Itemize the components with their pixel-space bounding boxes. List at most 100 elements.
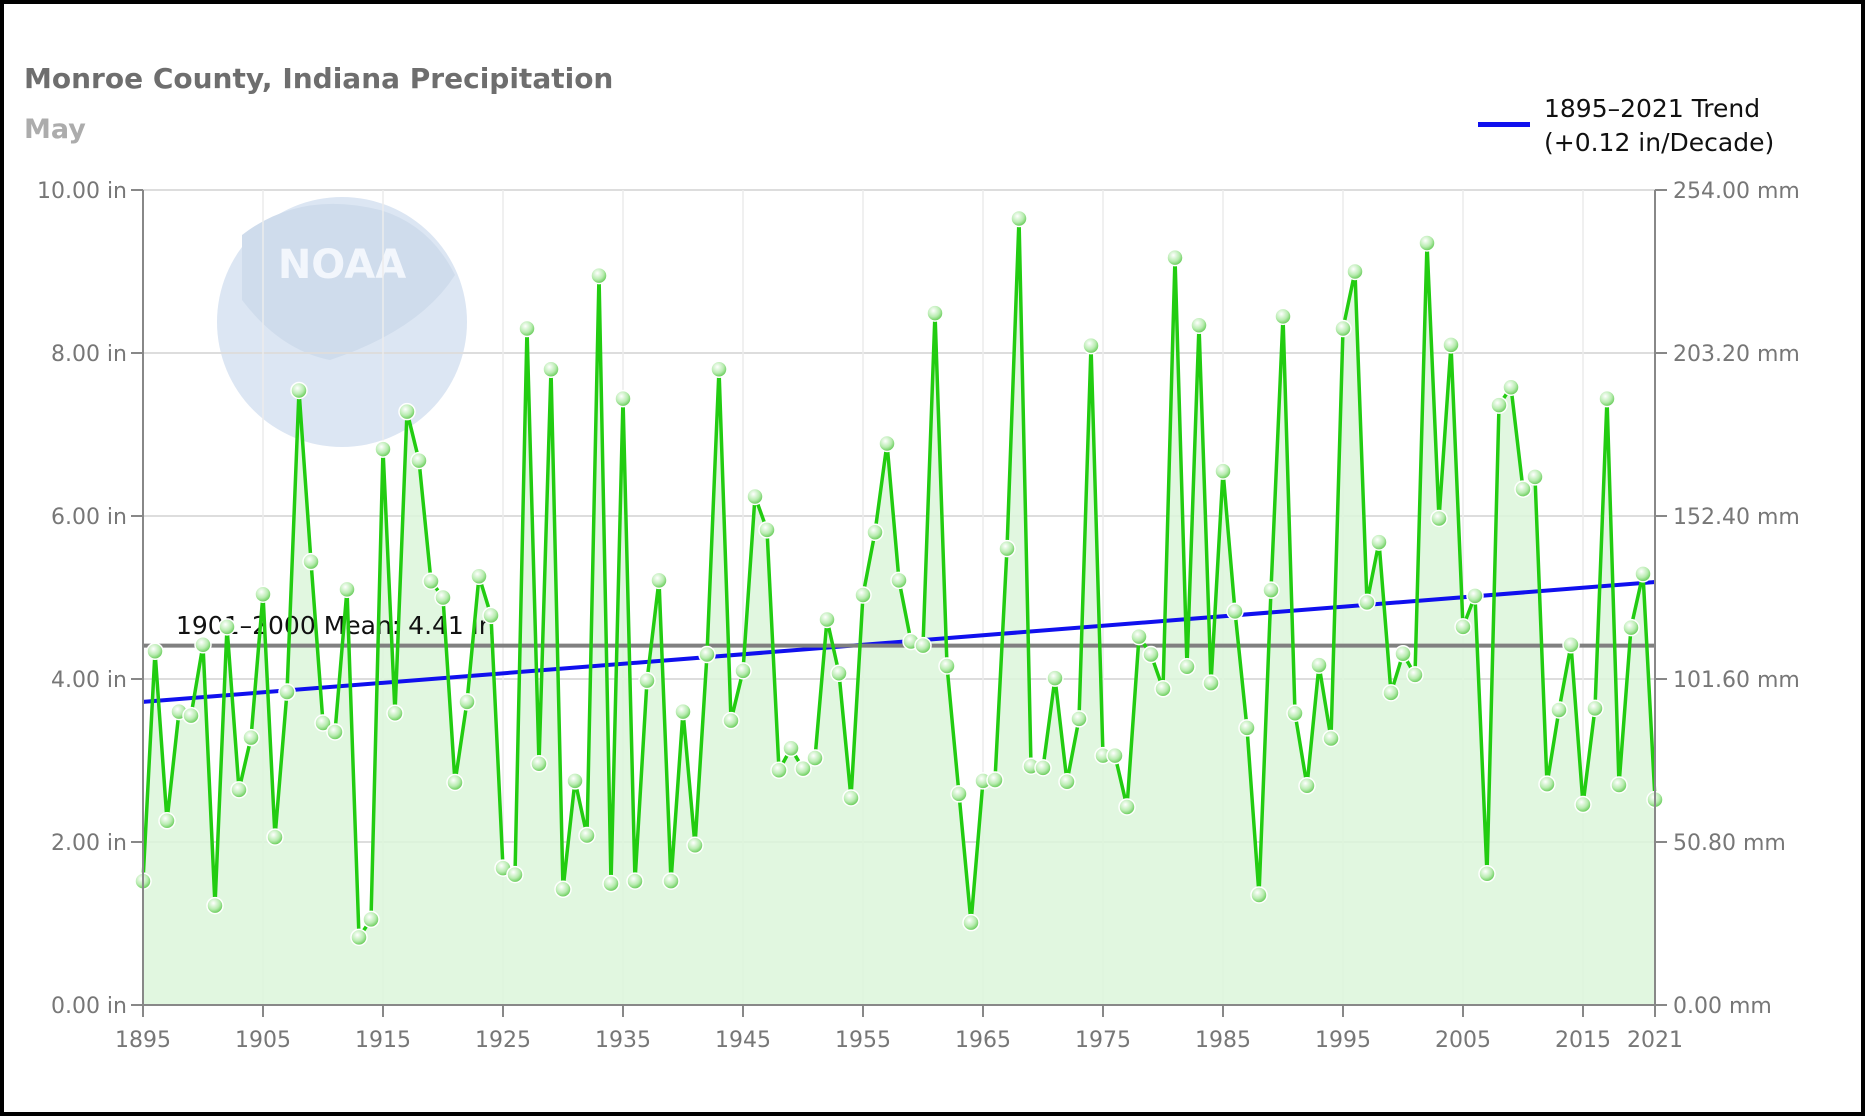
data-point bbox=[206, 896, 224, 915]
x-tick-label: 1925 bbox=[475, 1028, 531, 1053]
data-point bbox=[1274, 307, 1292, 326]
data-point bbox=[1046, 669, 1064, 687]
data-point bbox=[506, 865, 524, 884]
data-point bbox=[1430, 509, 1448, 528]
data-point bbox=[734, 662, 752, 680]
y-tick-label-right: 0.00 mm bbox=[1673, 994, 1772, 1019]
y-tick-label-left: 2.00 in bbox=[51, 831, 127, 856]
data-point bbox=[398, 402, 416, 421]
data-point bbox=[374, 440, 392, 458]
data-point bbox=[218, 618, 236, 636]
data-point bbox=[1346, 262, 1364, 281]
x-tick-label: 1985 bbox=[1195, 1028, 1251, 1053]
y-tick-label-left: 0.00 in bbox=[51, 994, 127, 1019]
data-point bbox=[698, 645, 716, 664]
data-point bbox=[1406, 666, 1424, 684]
data-point bbox=[1574, 795, 1592, 814]
data-point bbox=[338, 580, 356, 599]
x-tick-label: 1945 bbox=[715, 1028, 771, 1053]
data-point bbox=[254, 585, 272, 603]
data-point bbox=[866, 523, 884, 542]
y-tick-label-left: 4.00 in bbox=[51, 668, 127, 693]
data-point bbox=[1238, 719, 1256, 737]
area-fill bbox=[143, 218, 1655, 1005]
data-point bbox=[1154, 680, 1172, 698]
data-point bbox=[314, 714, 332, 732]
data-point bbox=[1310, 656, 1328, 674]
data-point bbox=[650, 571, 668, 590]
data-point bbox=[1190, 316, 1208, 335]
data-point bbox=[410, 451, 428, 470]
data-point bbox=[818, 610, 836, 629]
data-point bbox=[674, 702, 692, 721]
y-tick-label-left: 10.00 in bbox=[37, 179, 127, 204]
y-tick-label-left: 6.00 in bbox=[51, 505, 127, 530]
data-point bbox=[530, 755, 548, 773]
legend-trend-swatch bbox=[1478, 122, 1530, 127]
data-point bbox=[1586, 699, 1604, 718]
data-point bbox=[434, 588, 452, 607]
data-point bbox=[1382, 684, 1400, 702]
y-tick-label-right: 101.60 mm bbox=[1673, 668, 1800, 693]
data-point bbox=[1250, 886, 1268, 904]
data-point bbox=[1214, 462, 1232, 480]
data-point bbox=[1526, 468, 1544, 486]
data-point bbox=[878, 434, 896, 453]
data-point bbox=[722, 711, 740, 730]
x-tick-label: 1975 bbox=[1075, 1028, 1131, 1053]
x-tick-label: 1915 bbox=[355, 1028, 411, 1053]
y-tick-label-right: 50.80 mm bbox=[1673, 831, 1786, 856]
y-tick-label-right: 203.20 mm bbox=[1673, 342, 1800, 367]
data-point bbox=[890, 571, 908, 590]
data-point bbox=[470, 567, 488, 586]
data-point bbox=[230, 781, 248, 799]
data-point bbox=[662, 872, 680, 890]
data-point bbox=[1202, 674, 1220, 692]
data-points bbox=[134, 209, 1664, 947]
x-tick-label: 1995 bbox=[1315, 1028, 1371, 1053]
data-point bbox=[1334, 319, 1352, 338]
data-point bbox=[638, 671, 656, 690]
y-tick-label-right: 254.00 mm bbox=[1673, 179, 1800, 204]
data-point bbox=[782, 739, 800, 758]
legend-trend-label: 1895–2021 Trend (+0.12 in/Decade) bbox=[1544, 92, 1774, 160]
noaa-logo-watermark: NOAA bbox=[217, 197, 467, 447]
y-tick-label-right: 152.40 mm bbox=[1673, 505, 1800, 530]
y-tick-label-left: 8.00 in bbox=[51, 342, 127, 367]
data-point bbox=[1070, 710, 1088, 728]
data-point bbox=[626, 872, 644, 890]
x-tick-label: 1895 bbox=[115, 1028, 171, 1053]
legend[interactable]: 1895–2021 Trend (+0.12 in/Decade) bbox=[1478, 92, 1774, 160]
data-point bbox=[1454, 618, 1472, 636]
data-point bbox=[1286, 704, 1304, 722]
data-point bbox=[326, 723, 344, 741]
data-point bbox=[242, 728, 260, 747]
data-point bbox=[1082, 336, 1100, 355]
data-point bbox=[1010, 209, 1028, 228]
data-point bbox=[758, 521, 776, 539]
data-point bbox=[458, 693, 476, 711]
data-point bbox=[1466, 587, 1484, 605]
data-point bbox=[302, 552, 320, 571]
x-tick-label: 1935 bbox=[595, 1028, 651, 1053]
x-tick-label: 1905 bbox=[235, 1028, 291, 1053]
chart-title: Monroe County, Indiana Precipitation bbox=[24, 62, 614, 95]
data-point bbox=[542, 360, 560, 379]
data-point bbox=[578, 826, 596, 845]
data-point bbox=[1106, 746, 1124, 765]
data-point bbox=[278, 683, 296, 701]
data-point bbox=[1130, 627, 1148, 646]
axes bbox=[131, 189, 1667, 1017]
noaa-logo-text: NOAA bbox=[278, 242, 406, 288]
data-point bbox=[746, 487, 764, 506]
data-point bbox=[1562, 636, 1580, 654]
data-point bbox=[1358, 593, 1376, 612]
data-point bbox=[422, 572, 440, 590]
data-point bbox=[1598, 389, 1616, 408]
data-point bbox=[590, 266, 608, 285]
data-point bbox=[806, 749, 824, 767]
data-point bbox=[854, 586, 872, 604]
data-point bbox=[1418, 234, 1436, 252]
chart-subtitle: May bbox=[24, 114, 86, 145]
data-point bbox=[290, 381, 308, 400]
